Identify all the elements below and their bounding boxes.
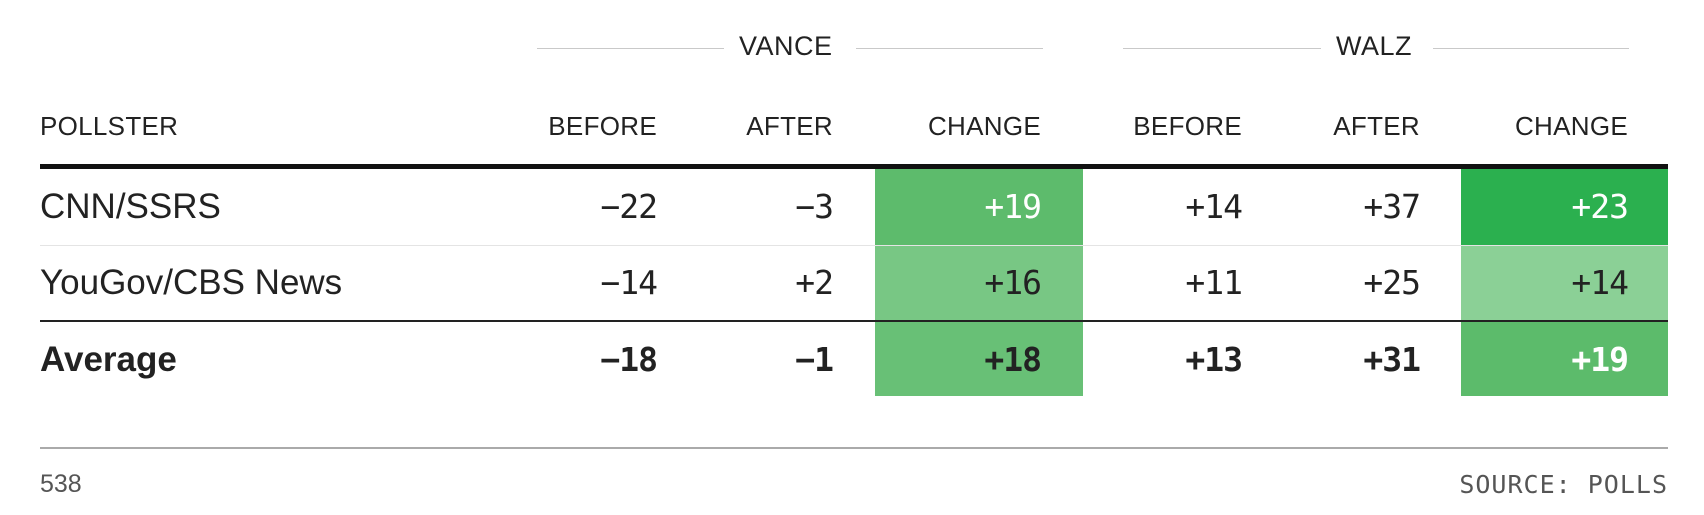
vance-change-cell-bg [875, 246, 1083, 321]
vance-group-line-left [537, 48, 724, 49]
vance-group-label: VANCE [739, 31, 833, 61]
footer-rule [40, 447, 1668, 449]
walz-before-value: +13 [1185, 340, 1243, 379]
walz-change-cell-bg [1461, 246, 1668, 321]
row-divider [40, 245, 1668, 246]
walz-group-line-left [1123, 48, 1321, 49]
walz-before-value: +14 [1185, 187, 1243, 226]
walz-after-value: +25 [1363, 263, 1421, 302]
header-rule [40, 164, 1668, 169]
header-walz-after: AFTER [1333, 111, 1420, 141]
header-vance-before: BEFORE [548, 111, 657, 141]
walz-change-cell-bg [1461, 169, 1668, 245]
vance-group-line-right [856, 48, 1043, 49]
walz-change-value: +14 [1571, 263, 1629, 302]
walz-after-value: +37 [1363, 187, 1421, 226]
vance-after-value: +2 [795, 263, 834, 302]
vance-change-cell-bg [875, 322, 1083, 396]
pollster-name: YouGov/CBS News [40, 263, 343, 302]
header-vance-change: CHANGE [927, 111, 1041, 141]
walz-change-value: +23 [1571, 187, 1629, 226]
header-walz-change: CHANGE [1514, 111, 1628, 141]
walz-change-cell-bg [1461, 322, 1668, 396]
walz-change-value: +19 [1571, 340, 1629, 379]
header-pollster: POLLSTER [40, 111, 179, 141]
vance-before-value: −22 [600, 187, 658, 226]
pollster-name: CNN/SSRS [40, 187, 221, 226]
footer-source: SOURCE: POLLS [1459, 470, 1668, 499]
header-vance-after: AFTER [746, 111, 833, 141]
vance-before-value: −18 [600, 340, 658, 379]
walz-before-value: +11 [1185, 263, 1243, 302]
walz-group-line-right [1433, 48, 1629, 49]
vance-before-value: −14 [600, 263, 658, 302]
footer-brand: 538 [40, 470, 82, 498]
walz-after-value: +31 [1363, 340, 1421, 379]
vance-change-value: +18 [984, 340, 1042, 379]
vance-after-value: −3 [795, 187, 834, 226]
walz-group-label: WALZ [1336, 31, 1412, 61]
vance-after-value: −1 [795, 340, 834, 379]
vance-change-cell-bg [875, 169, 1083, 245]
header-walz-before: BEFORE [1133, 111, 1242, 141]
average-rule [40, 320, 1668, 322]
vance-change-value: +19 [984, 187, 1042, 226]
average-label: Average [40, 340, 177, 379]
vance-change-value: +16 [984, 263, 1042, 302]
